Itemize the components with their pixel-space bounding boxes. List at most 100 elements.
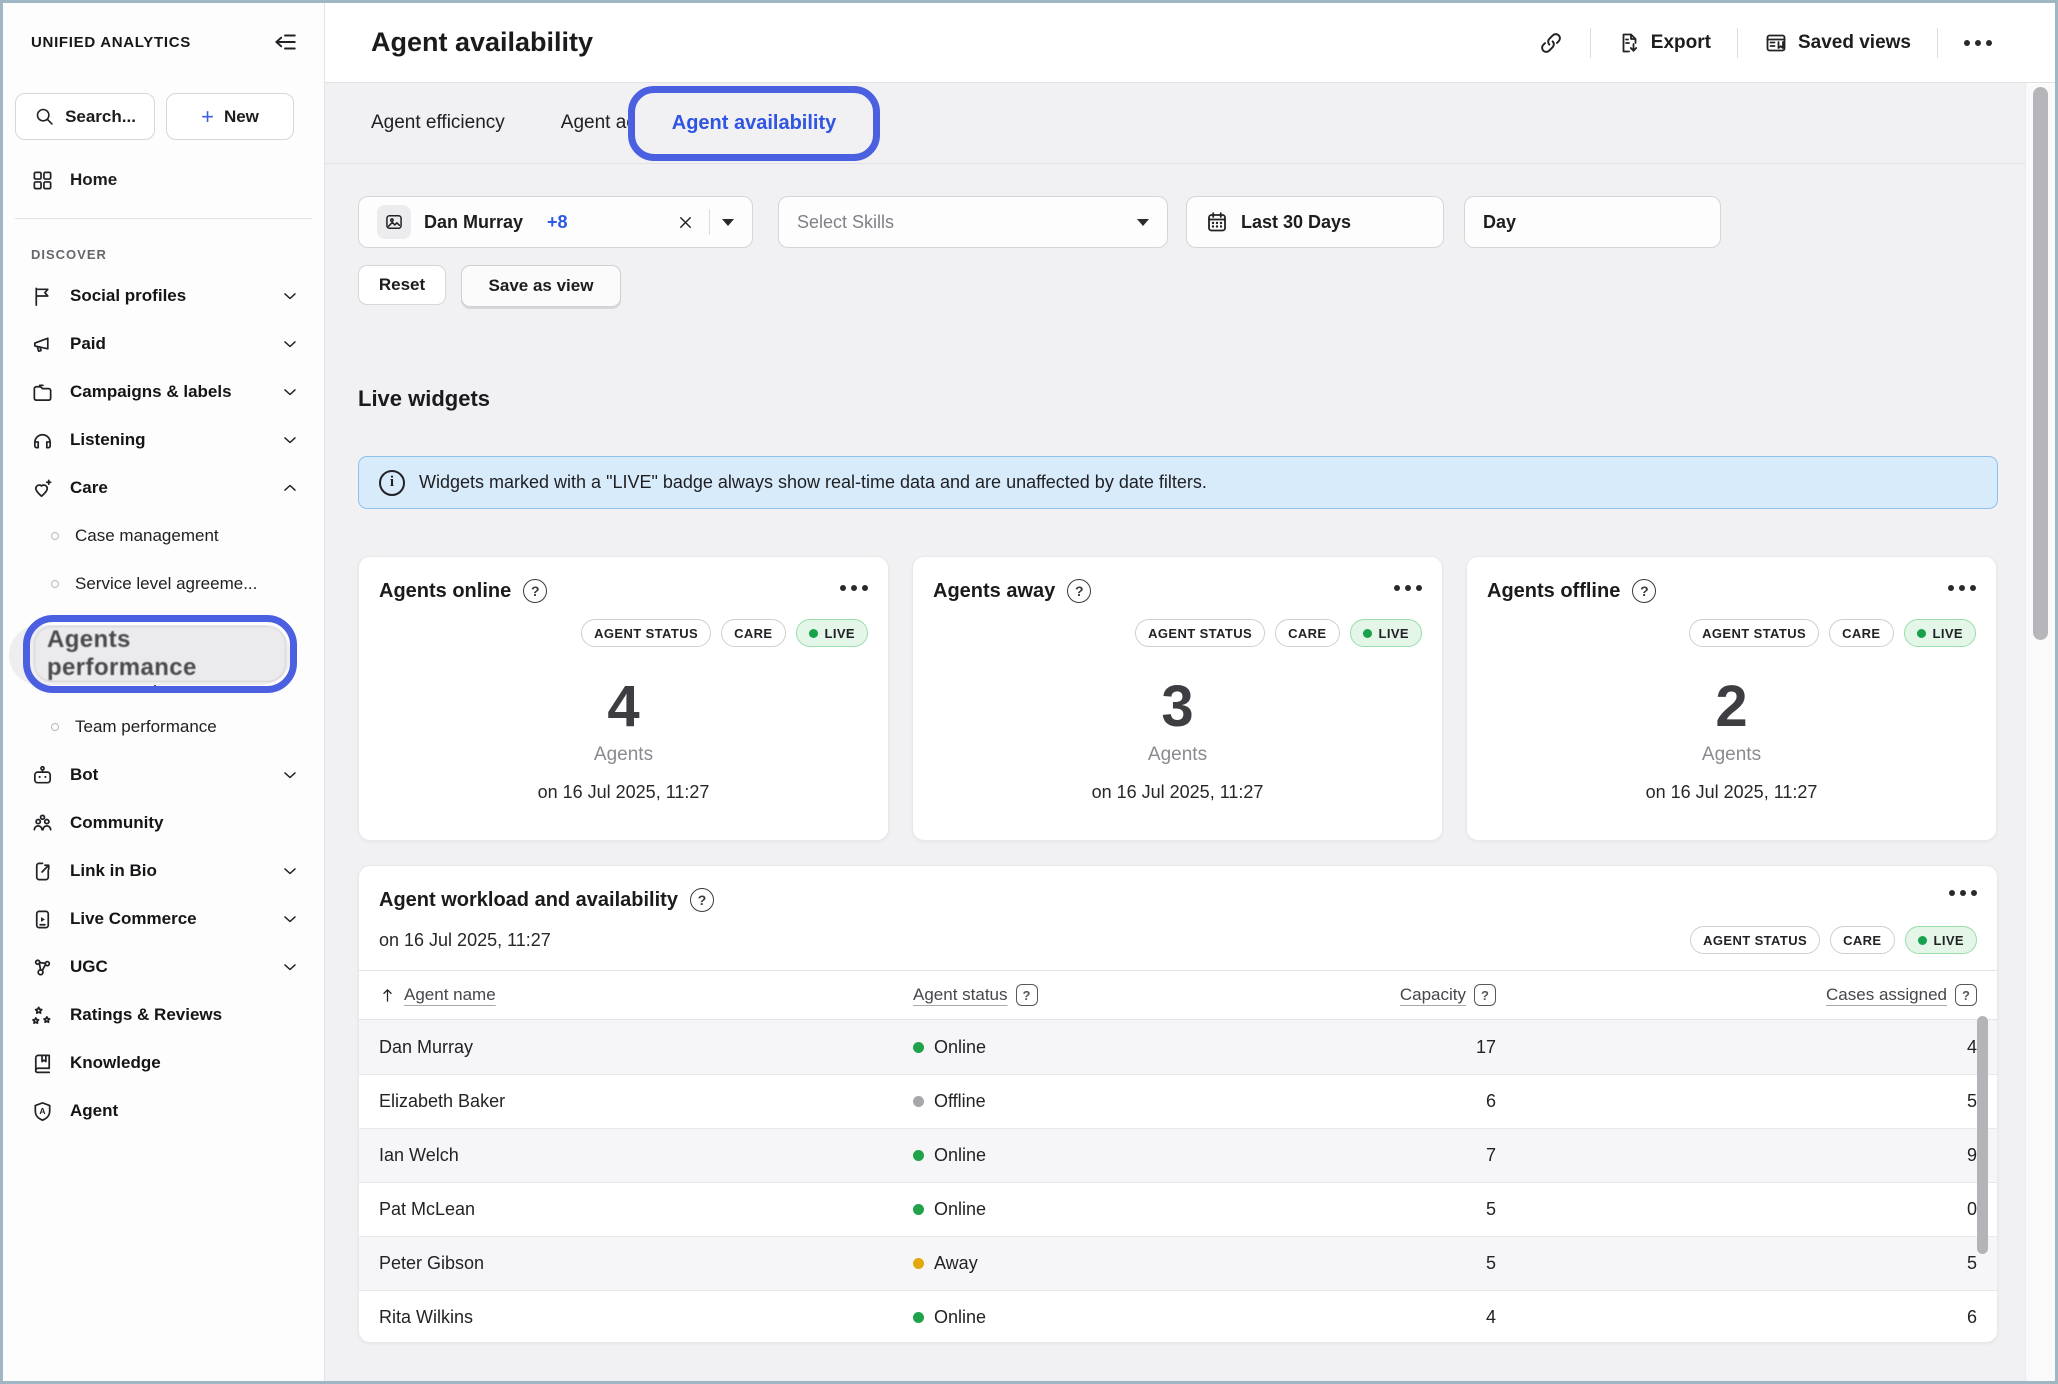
agent-shield-icon: A: [31, 1100, 54, 1123]
export-button[interactable]: Export: [1617, 31, 1711, 55]
sidebar: UNIFIED ANALYTICS Search... + New Home: [3, 3, 325, 1381]
sidebar-item-agents-performance[interactable]: Agents performance: [34, 626, 286, 682]
sidebar-item-service-level-agreement[interactable]: Service level agreeme...: [3, 560, 324, 608]
sidebar-item-live-commerce[interactable]: Live Commerce: [3, 895, 324, 943]
card-more-menu-icon[interactable]: [1394, 585, 1422, 591]
share-link-icon[interactable]: [1538, 30, 1564, 56]
stars-icon: [31, 1004, 54, 1027]
granularity-chip[interactable]: Day: [1464, 196, 1721, 248]
sort-ascending-icon: [383, 988, 392, 1002]
metric-timestamp: on 16 Jul 2025, 11:27: [537, 782, 710, 802]
chevron-down-icon: [280, 430, 300, 450]
table-scrollbar-thumb[interactable]: [1977, 1016, 1988, 1254]
table-header-row: Agent name Agent status ? Capacity ? Cas…: [359, 970, 1997, 1020]
calendar-icon: [1205, 210, 1229, 234]
clear-filter-icon[interactable]: [676, 213, 695, 232]
sidebar-item-team-performance[interactable]: Team performance: [3, 703, 324, 751]
more-menu-icon[interactable]: [1964, 39, 1992, 46]
sidebar-item-care[interactable]: Care: [3, 464, 324, 512]
help-icon[interactable]: ?: [1632, 579, 1657, 603]
live-dot-icon: [808, 628, 818, 638]
chevron-down-icon: [280, 957, 300, 977]
saved-views-icon: [1764, 31, 1788, 55]
agent-status-badge: AGENT STATUS: [1135, 619, 1266, 647]
page-scrollbar-track[interactable]: [2025, 83, 2055, 1381]
agent-name-cell: Dan Murray: [379, 1036, 474, 1057]
content-area: Dan Murray +8 Select Skills Last 30 Days: [325, 164, 2025, 1381]
chevron-down-icon: [280, 382, 300, 402]
agent-name-cell: Elizabeth Baker: [379, 1091, 506, 1111]
agent-filter-chip[interactable]: Dan Murray +8: [358, 196, 753, 248]
sidebar-item-agent[interactable]: A Agent: [3, 1087, 324, 1135]
tabs-bar: Agent efficiency Agent activity Agent av…: [325, 83, 2025, 164]
agent-name-cell: Rita Wilkins: [379, 1307, 474, 1327]
sidebar-item-paid[interactable]: Paid: [3, 320, 324, 368]
banner-text: Widgets marked with a "LIVE" badge alway…: [419, 472, 1207, 492]
help-icon[interactable]: ?: [523, 579, 548, 603]
sidebar-item-listening[interactable]: Listening: [3, 416, 324, 464]
sidebar-item-knowledge[interactable]: Knowledge: [3, 1039, 324, 1087]
tab-agent-availability[interactable]: Agent availability: [671, 112, 837, 134]
table-row[interactable]: Rita Wilkins Online 4 6: [359, 1290, 1997, 1342]
column-header-agent-status[interactable]: Agent status ?: [913, 984, 1263, 1006]
capacity-cell: 7: [1485, 1145, 1496, 1165]
sidebar-item-link-in-bio[interactable]: Link in Bio: [3, 847, 324, 895]
care-badge: CARE: [1275, 619, 1340, 647]
agent-filter-more-count[interactable]: +8: [547, 211, 568, 232]
help-icon[interactable]: ?: [1474, 984, 1496, 1006]
save-as-view-button[interactable]: Save as view: [461, 265, 621, 307]
separator: [1736, 27, 1738, 58]
people-icon: [31, 812, 54, 835]
sidebar-item-ratings-reviews[interactable]: Ratings & Reviews: [3, 991, 324, 1039]
search-icon: [34, 106, 55, 127]
table-row[interactable]: Elizabeth Baker Offline 6 5: [359, 1074, 1997, 1128]
sidebar-item-home[interactable]: Home: [31, 160, 324, 200]
info-icon: i: [379, 469, 405, 496]
help-icon[interactable]: ?: [1067, 579, 1092, 603]
agents-performance-annotation[interactable]: Agents performance: [23, 615, 297, 693]
column-header-agent-name[interactable]: Agent name: [379, 985, 913, 1005]
live-badge: LIVE: [1903, 619, 1976, 647]
dropdown-caret-icon[interactable]: [722, 218, 734, 226]
sidebar-item-case-management[interactable]: Case management: [3, 512, 324, 560]
sidebar-item-social-profiles[interactable]: Social profiles: [3, 272, 324, 320]
card-more-menu-icon[interactable]: [1948, 585, 1976, 591]
page-scrollbar-thumb[interactable]: [2033, 87, 2048, 640]
column-header-cases-assigned[interactable]: Cases assigned ?: [1496, 984, 1977, 1006]
help-icon[interactable]: ?: [1015, 984, 1038, 1006]
brand-title: UNIFIED ANALYTICS: [31, 33, 191, 51]
table-row[interactable]: Ian Welch Online 7 9: [359, 1128, 1997, 1182]
sidebar-item-campaigns-labels[interactable]: Campaigns & labels: [3, 368, 324, 416]
agent-status-cell: Offline: [913, 1091, 1263, 1112]
help-icon[interactable]: ?: [689, 888, 714, 912]
capacity-cell: 5: [1485, 1199, 1496, 1219]
help-icon[interactable]: ?: [1955, 984, 1977, 1006]
care-badge: CARE: [1830, 926, 1895, 954]
card-more-menu-icon[interactable]: [1949, 890, 1977, 896]
network-icon: [31, 956, 54, 979]
reset-button[interactable]: Reset: [358, 265, 446, 305]
chevron-down-icon: [280, 765, 300, 785]
cases-assigned-cell: 6: [1966, 1307, 1977, 1327]
table-row[interactable]: Pat McLean Online 5 0: [359, 1182, 1997, 1236]
new-button[interactable]: + New: [166, 93, 294, 140]
table-row[interactable]: Dan Murray Online 17 4: [359, 1020, 1997, 1074]
date-range-chip[interactable]: Last 30 Days: [1186, 196, 1444, 248]
live-widgets-heading: Live widgets: [358, 386, 491, 411]
saved-views-button[interactable]: Saved views: [1764, 31, 1911, 55]
skills-filter-chip[interactable]: Select Skills: [778, 196, 1168, 248]
card-more-menu-icon[interactable]: [840, 585, 868, 591]
collapse-sidebar-icon[interactable]: [272, 29, 298, 55]
sidebar-item-ugc[interactable]: UGC: [3, 943, 324, 991]
column-header-capacity[interactable]: Capacity ?: [1263, 984, 1496, 1006]
cases-assigned-cell: 0: [1966, 1199, 1977, 1219]
robot-icon: [31, 764, 54, 787]
sidebar-item-bot[interactable]: Bot: [3, 751, 324, 799]
tab-agent-efficiency[interactable]: Agent efficiency: [371, 112, 505, 133]
table-row[interactable]: Peter Gibson Away 5 5: [359, 1236, 1997, 1290]
live-commerce-icon: [31, 908, 54, 931]
sidebar-item-community[interactable]: Community: [3, 799, 324, 847]
search-button[interactable]: Search...: [15, 93, 155, 140]
skills-placeholder: Select Skills: [797, 211, 895, 232]
